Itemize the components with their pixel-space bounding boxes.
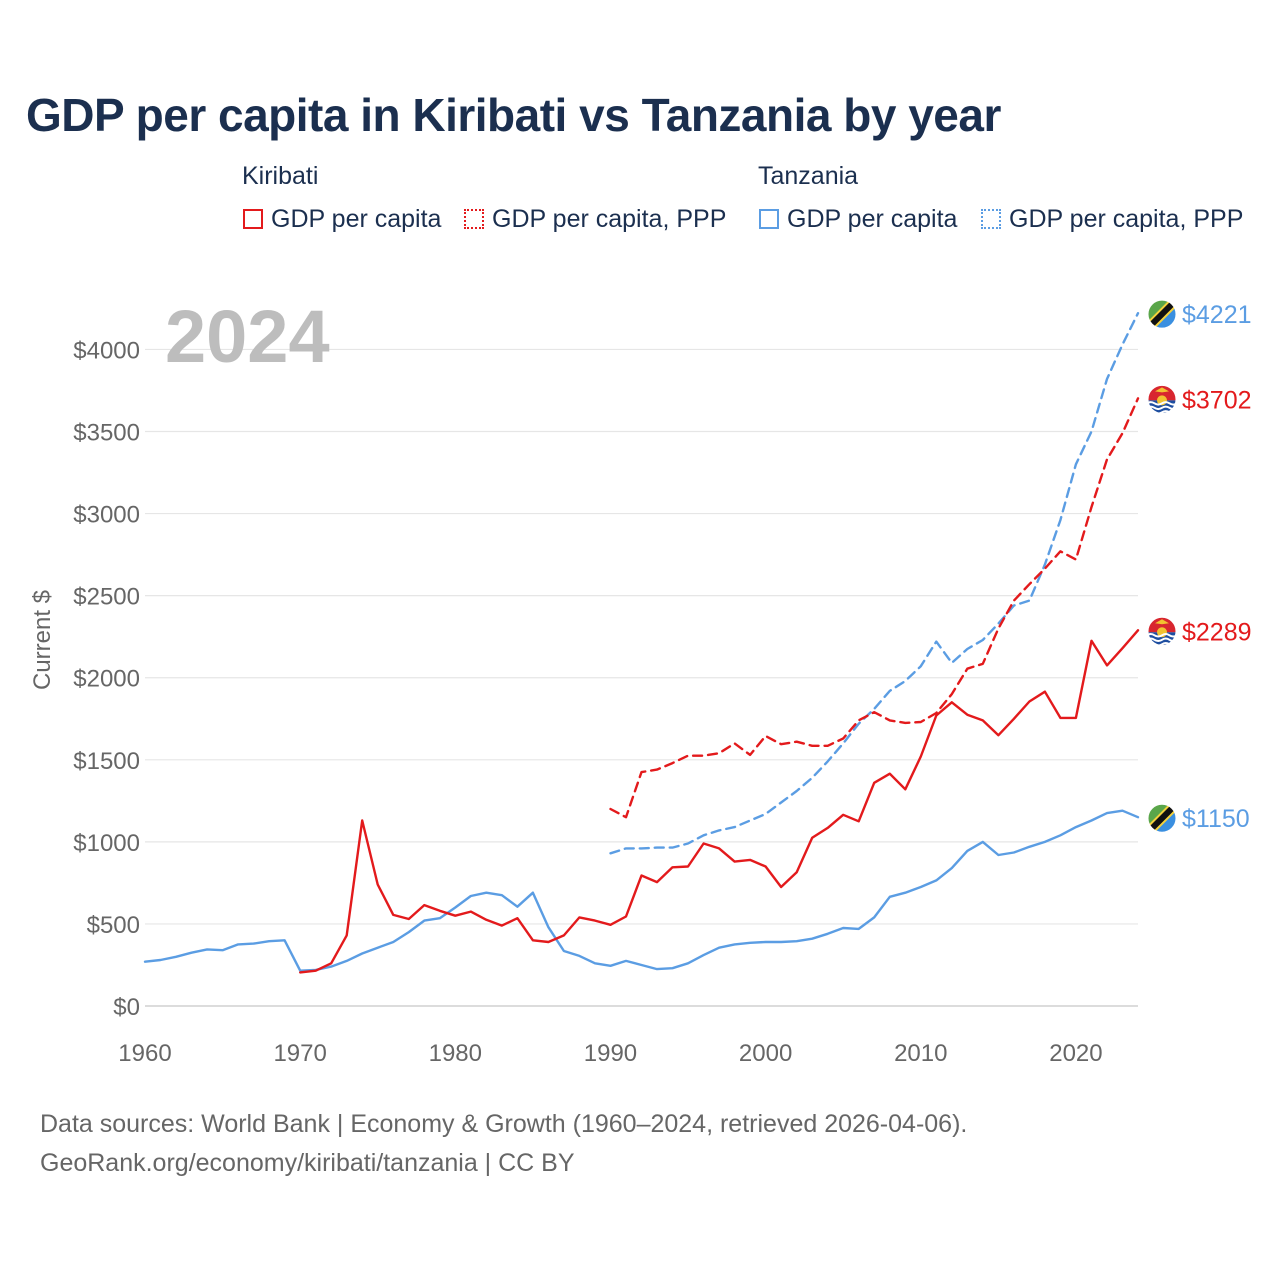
y-tick-label: $0 bbox=[113, 994, 140, 1021]
chart-title: GDP per capita in Kiribati vs Tanzania b… bbox=[26, 89, 1001, 141]
source-line-2[interactable]: GeoRank.org/economy/kiribati/tanzania | … bbox=[40, 1149, 575, 1177]
x-tick-label: 1970 bbox=[273, 1040, 326, 1067]
y-tick-label: $2000 bbox=[73, 666, 140, 693]
legend-item-kiribati-gdp-ppp[interactable]: GDP per capita, PPP bbox=[464, 203, 726, 235]
y-tick-label: $500 bbox=[87, 912, 140, 939]
legend-label: GDP per capita bbox=[271, 204, 442, 233]
source-line-1: Data sources: World Bank | Economy & Gro… bbox=[40, 1110, 968, 1138]
x-tick-label: 2010 bbox=[894, 1040, 947, 1067]
series-line-kiribati-gdp-per-capita-ppp[interactable] bbox=[609, 397, 1140, 819]
y-tick-label: $1500 bbox=[73, 748, 140, 775]
series-line-tanzania-gdp-per-capita-ppp[interactable] bbox=[609, 312, 1140, 855]
x-tick-label: 1960 bbox=[118, 1040, 171, 1067]
legend-label: GDP per capita, PPP bbox=[1009, 204, 1244, 233]
legend-swatch-solid-icon bbox=[243, 209, 263, 229]
end-value-label: $3702 bbox=[1182, 386, 1252, 414]
x-tick-label: 1990 bbox=[584, 1040, 637, 1067]
legend-swatch-dotted-icon bbox=[981, 209, 1001, 229]
tanzania-flag-icon bbox=[1147, 299, 1177, 329]
kiribati-flag-icon bbox=[1147, 616, 1177, 646]
legend-item-kiribati-gdp[interactable]: GDP per capita bbox=[243, 203, 441, 235]
end-value-label: $1150 bbox=[1182, 805, 1250, 833]
legend-item-tanzania-gdp[interactable]: GDP per capita bbox=[759, 203, 957, 235]
legend-group-kiribati: Kiribati bbox=[242, 162, 319, 190]
legend-swatch-dotted-icon bbox=[464, 209, 484, 229]
kiribati-flag-icon bbox=[1147, 384, 1177, 414]
end-value-label: $4221 bbox=[1182, 301, 1252, 329]
legend-group-tanzania: Tanzania bbox=[758, 162, 859, 190]
x-tick-label: 1980 bbox=[429, 1040, 482, 1067]
y-tick-label: $4000 bbox=[73, 337, 140, 364]
legend-label: GDP per capita, PPP bbox=[492, 204, 727, 233]
series-line-tanzania-gdp-per-capita[interactable] bbox=[143, 809, 1140, 972]
x-tick-label: 2000 bbox=[739, 1040, 792, 1067]
legend-swatch-solid-icon bbox=[759, 209, 779, 229]
y-tick-label: $3500 bbox=[73, 420, 140, 447]
legend-item-tanzania-gdp-ppp[interactable]: GDP per capita, PPP bbox=[981, 203, 1243, 235]
year-label: 2024 bbox=[165, 295, 330, 378]
legend-label: GDP per capita bbox=[787, 204, 958, 233]
x-tick-label: 2020 bbox=[1049, 1040, 1102, 1067]
y-tick-label: $3000 bbox=[73, 502, 140, 529]
y-axis-label: Current $ bbox=[29, 590, 56, 690]
tanzania-flag-icon bbox=[1147, 803, 1177, 833]
y-tick-label: $1000 bbox=[73, 830, 140, 857]
data-source-note: Data sources: World Bank | Economy & Gro… bbox=[40, 1105, 967, 1183]
y-tick-label: $2500 bbox=[73, 584, 140, 611]
end-value-label: $2289 bbox=[1182, 618, 1252, 646]
series-line-kiribati-gdp-per-capita[interactable] bbox=[299, 629, 1140, 974]
